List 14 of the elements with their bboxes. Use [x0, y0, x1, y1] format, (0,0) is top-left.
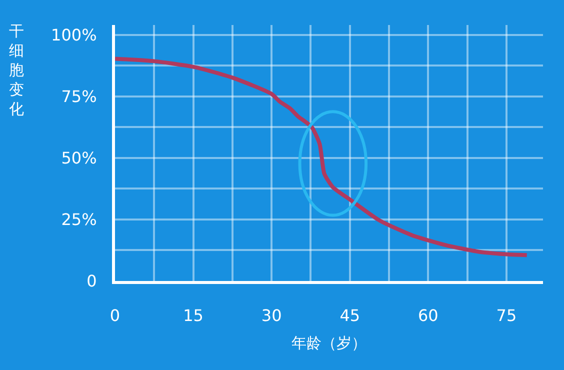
x-tick-label: 45 [340, 306, 360, 326]
y-tick-label: 50% [61, 148, 97, 168]
x-axis-title: 年龄（岁） [292, 334, 366, 352]
line-series [115, 56, 529, 258]
x-tick-label: 15 [183, 306, 204, 326]
y-tick-label: 100% [51, 25, 97, 44]
x-tick-label: 75 [496, 306, 517, 326]
y-tick-label: 25% [61, 210, 97, 230]
y-axis-title: 干细胞变化 [9, 22, 24, 118]
x-tick-label: 30 [261, 306, 282, 326]
x-tick-label: 60 [418, 306, 438, 326]
y-tick-label: 0 [86, 272, 97, 291]
x-tick-label: 0 [110, 306, 120, 326]
y-tick-label: 75% [61, 86, 97, 106]
